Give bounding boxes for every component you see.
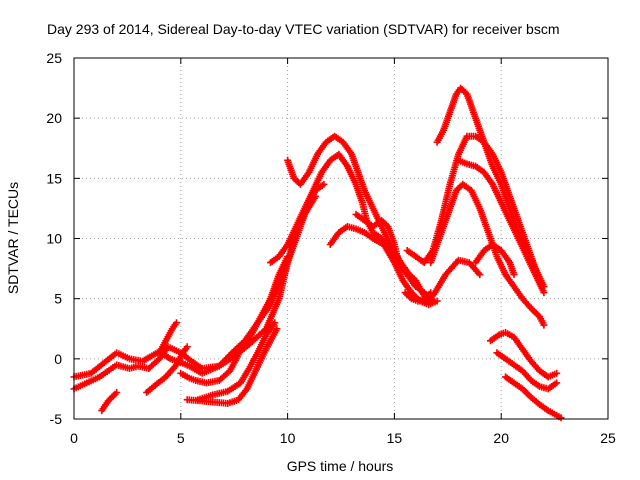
series-trace-22 [502, 373, 565, 422]
x-axis-label: GPS time / hours [287, 458, 394, 474]
series-trace-13 [352, 210, 403, 267]
data-point-markers [427, 180, 548, 329]
x-tick-label: 0 [70, 430, 78, 446]
x-tick-label: 25 [600, 430, 616, 446]
x-tick-label: 15 [387, 430, 403, 446]
y-axis: -5 0 5 10 15 20 25 [46, 50, 608, 427]
x-axis: 0 5 10 15 20 25 [70, 58, 616, 446]
data-point-markers [143, 343, 191, 396]
series-trace-5 [155, 319, 180, 357]
series-trace-1 [70, 180, 328, 381]
y-axis-label: SDTVAR / TECUs [5, 182, 21, 294]
series-trace-14 [401, 289, 435, 305]
data-point-markers [241, 253, 292, 351]
y-tick-label: 25 [46, 50, 62, 66]
y-tick-label: 10 [46, 231, 62, 247]
chart-title: Day 293 of 2014, Sidereal Day-to-day VTE… [47, 21, 560, 37]
y-tick-label: 0 [54, 351, 62, 367]
data-point-markers [502, 373, 565, 422]
data-point-markers [487, 328, 561, 381]
data-point-markers [177, 340, 247, 387]
data-point-markers [194, 319, 279, 404]
data-point-markers [352, 210, 403, 267]
series-trace-19 [472, 241, 518, 279]
x-tick-label: 20 [493, 430, 509, 446]
series-trace-21 [493, 349, 561, 393]
x-tick-label: 5 [177, 430, 185, 446]
series-trace-18 [455, 156, 548, 297]
y-tick-label: 15 [46, 170, 62, 186]
data-point-markers [472, 241, 518, 279]
plot-area [70, 84, 565, 422]
series-trace-20 [487, 328, 561, 381]
data-point-markers [401, 289, 435, 305]
series-trace-16 [427, 180, 548, 329]
y-tick-label: 5 [54, 291, 62, 307]
data-point-markers [455, 156, 548, 297]
series-trace-9 [241, 253, 292, 351]
series-trace-4 [143, 343, 191, 396]
data-point-markers [493, 349, 561, 393]
data-point-markers [98, 389, 121, 415]
y-tick-label: -5 [50, 411, 63, 427]
grid [74, 58, 608, 419]
data-point-markers [155, 319, 180, 357]
series-trace-6 [177, 340, 247, 387]
series-trace-8 [194, 319, 279, 404]
series-trace-3 [98, 389, 121, 415]
y-tick-label: 20 [46, 110, 62, 126]
data-point-markers [70, 180, 328, 381]
x-tick-label: 10 [280, 430, 296, 446]
